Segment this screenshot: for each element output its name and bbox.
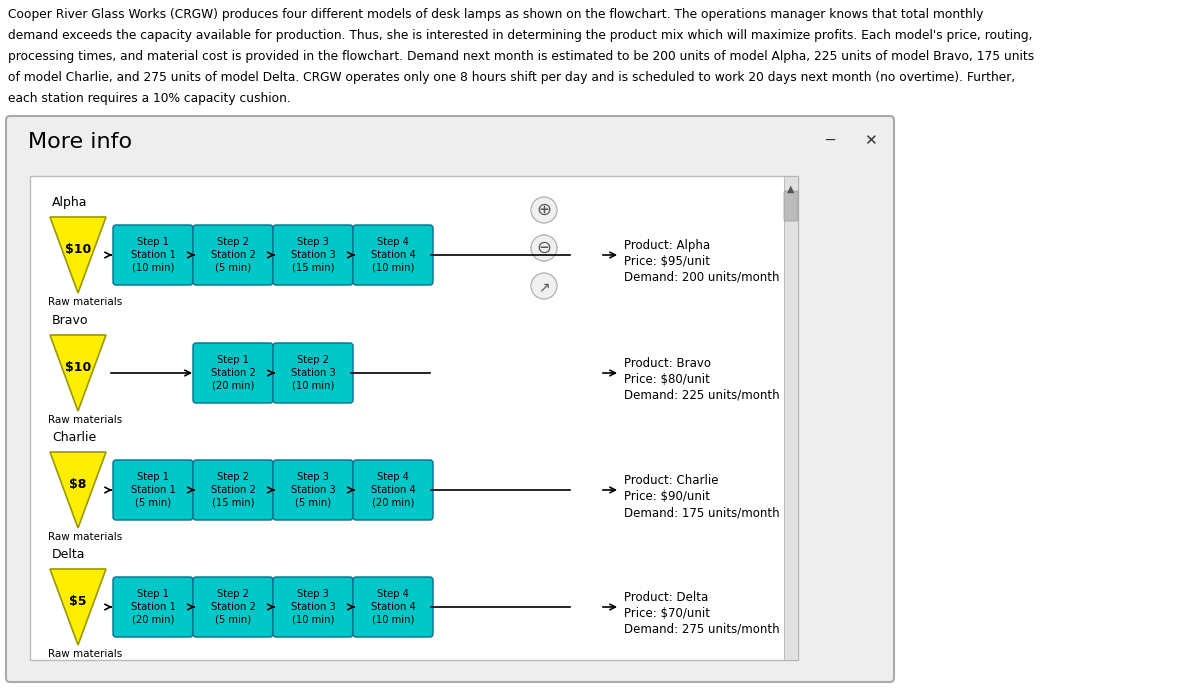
Text: Step 1
Station 1
(5 min): Step 1 Station 1 (5 min) <box>131 472 175 508</box>
Text: Price: $90/unit: Price: $90/unit <box>624 490 710 503</box>
Text: Alpha: Alpha <box>52 196 88 209</box>
Text: Step 2
Station 2
(5 min): Step 2 Station 2 (5 min) <box>210 589 256 625</box>
Text: Product: Bravo: Product: Bravo <box>624 357 710 370</box>
FancyBboxPatch shape <box>353 460 433 520</box>
Circle shape <box>530 197 557 223</box>
Text: Raw materials: Raw materials <box>48 415 122 425</box>
Text: ⊖: ⊖ <box>536 239 552 257</box>
Text: ─: ─ <box>826 133 834 148</box>
Text: $10: $10 <box>65 243 91 256</box>
Text: Step 4
Station 4
(20 min): Step 4 Station 4 (20 min) <box>371 472 415 508</box>
Text: Step 1
Station 2
(20 min): Step 1 Station 2 (20 min) <box>210 356 256 391</box>
Text: ▲: ▲ <box>787 184 794 194</box>
Text: Demand: 275 units/month: Demand: 275 units/month <box>624 623 780 636</box>
Text: demand exceeds the capacity available for production. Thus, she is interested in: demand exceeds the capacity available fo… <box>8 29 1032 42</box>
Text: ⊕: ⊕ <box>536 201 552 219</box>
Text: Step 1
Station 1
(20 min): Step 1 Station 1 (20 min) <box>131 589 175 625</box>
FancyBboxPatch shape <box>113 460 193 520</box>
Text: Price: $95/unit: Price: $95/unit <box>624 255 710 268</box>
Text: ↗: ↗ <box>538 280 550 294</box>
FancyBboxPatch shape <box>30 176 798 660</box>
FancyBboxPatch shape <box>6 116 894 682</box>
Text: Step 3
Station 3
(10 min): Step 3 Station 3 (10 min) <box>290 589 335 625</box>
Text: Step 3
Station 3
(15 min): Step 3 Station 3 (15 min) <box>290 237 335 273</box>
Text: Delta: Delta <box>52 548 85 561</box>
Text: Product: Charlie: Product: Charlie <box>624 474 719 487</box>
Polygon shape <box>50 452 106 528</box>
Polygon shape <box>50 335 106 411</box>
FancyBboxPatch shape <box>274 460 353 520</box>
Text: Step 1
Station 1
(10 min): Step 1 Station 1 (10 min) <box>131 237 175 273</box>
FancyBboxPatch shape <box>193 577 274 637</box>
FancyBboxPatch shape <box>193 225 274 285</box>
Text: Step 2
Station 3
(10 min): Step 2 Station 3 (10 min) <box>290 356 335 391</box>
Text: Step 4
Station 4
(10 min): Step 4 Station 4 (10 min) <box>371 237 415 273</box>
Text: Raw materials: Raw materials <box>48 532 122 542</box>
Text: Price: $80/unit: Price: $80/unit <box>624 373 710 386</box>
Text: Raw materials: Raw materials <box>48 297 122 307</box>
FancyBboxPatch shape <box>353 225 433 285</box>
Text: Step 4
Station 4
(10 min): Step 4 Station 4 (10 min) <box>371 589 415 625</box>
Text: Product: Delta: Product: Delta <box>624 591 708 604</box>
Circle shape <box>530 235 557 261</box>
Text: $10: $10 <box>65 361 91 374</box>
Text: processing times, and material cost is provided in the flowchart. Demand next mo: processing times, and material cost is p… <box>8 50 1034 63</box>
FancyBboxPatch shape <box>784 191 798 221</box>
Text: Bravo: Bravo <box>52 314 89 327</box>
FancyBboxPatch shape <box>784 176 798 660</box>
FancyBboxPatch shape <box>113 225 193 285</box>
FancyBboxPatch shape <box>274 225 353 285</box>
Text: of model Charlie, and 275 units of model Delta. CRGW operates only one 8 hours s: of model Charlie, and 275 units of model… <box>8 71 1015 84</box>
Text: Raw materials: Raw materials <box>48 649 122 659</box>
Text: Demand: 225 units/month: Demand: 225 units/month <box>624 389 780 402</box>
Text: Step 2
Station 2
(5 min): Step 2 Station 2 (5 min) <box>210 237 256 273</box>
Text: ✕: ✕ <box>864 133 876 148</box>
FancyBboxPatch shape <box>353 577 433 637</box>
FancyBboxPatch shape <box>113 577 193 637</box>
Text: $5: $5 <box>70 595 86 608</box>
Polygon shape <box>50 217 106 293</box>
Polygon shape <box>50 569 106 645</box>
Text: Product: Alpha: Product: Alpha <box>624 239 710 252</box>
Text: Demand: 175 units/month: Demand: 175 units/month <box>624 506 780 519</box>
Text: Step 2
Station 2
(15 min): Step 2 Station 2 (15 min) <box>210 472 256 508</box>
FancyBboxPatch shape <box>274 343 353 403</box>
Text: $8: $8 <box>70 477 86 491</box>
Text: Charlie: Charlie <box>52 431 96 444</box>
Text: More info: More info <box>28 132 132 152</box>
FancyBboxPatch shape <box>193 460 274 520</box>
Circle shape <box>530 273 557 299</box>
FancyBboxPatch shape <box>274 577 353 637</box>
FancyBboxPatch shape <box>193 343 274 403</box>
Text: Step 3
Station 3
(5 min): Step 3 Station 3 (5 min) <box>290 472 335 508</box>
Text: Cooper River Glass Works (CRGW) produces four different models of desk lamps as : Cooper River Glass Works (CRGW) produces… <box>8 8 983 21</box>
Text: Demand: 200 units/month: Demand: 200 units/month <box>624 271 780 284</box>
Text: Price: $70/unit: Price: $70/unit <box>624 607 710 620</box>
Text: each station requires a 10% capacity cushion.: each station requires a 10% capacity cus… <box>8 92 290 105</box>
